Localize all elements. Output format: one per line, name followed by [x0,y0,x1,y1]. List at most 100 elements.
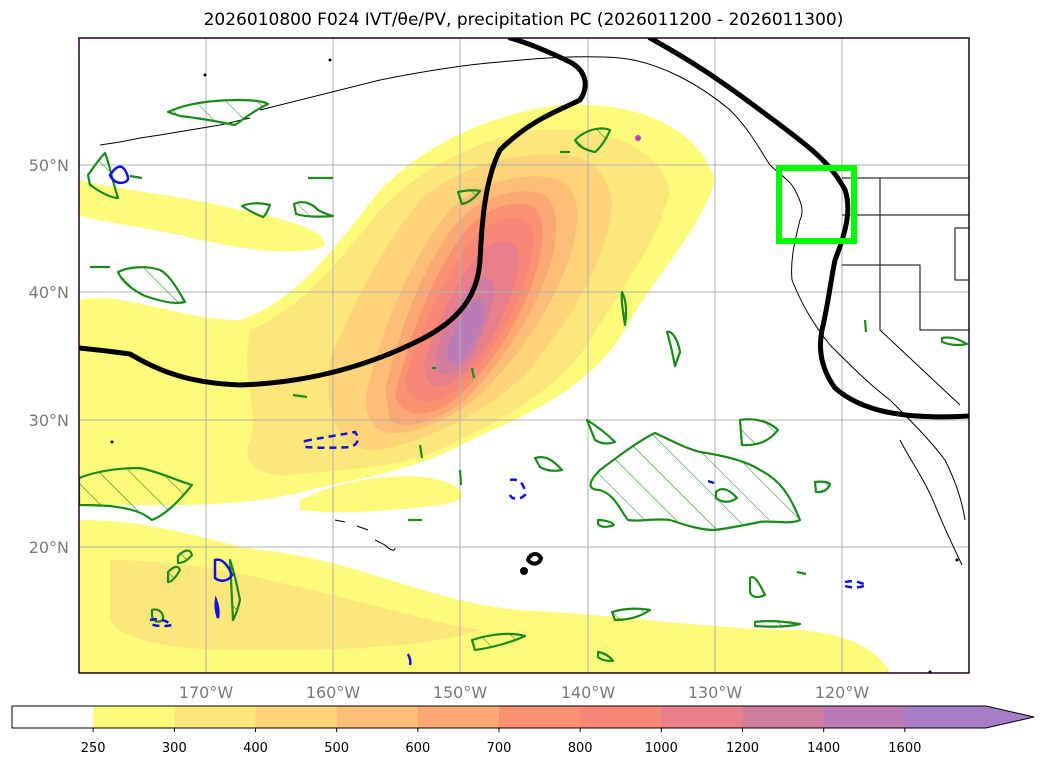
map-frame [78,37,970,674]
ivt-contour-1400 [446,299,485,363]
lon-label: 120°W [815,683,870,702]
black-contour-lines [79,38,969,566]
pv-contour-small-4 [533,456,564,472]
pv-contour-small-12 [456,189,482,206]
pv-contour-small-15 [166,565,182,584]
hawaii-islands [334,519,396,551]
pv-contour-small-2 [738,418,780,447]
gridlines [79,38,969,673]
state-border-3 [842,264,969,331]
colorbar-segment [823,706,906,728]
black-contour-dot [520,567,528,575]
pv-contour-small-3 [585,418,617,445]
pv-contour-nw-2 [116,266,187,304]
blue-contour-1 [303,430,359,449]
colorbar-segment [904,706,986,728]
colorbar-outline [11,705,1035,729]
pv-contour-small-11 [292,201,335,218]
figure-title: 2026010800 F024 IVT/θe/PV, precipitation… [203,10,844,30]
pv-contour-small-6 [470,632,527,652]
nevada-border [879,268,961,406]
colorbar-segment [174,706,256,728]
alaska-coast [259,56,771,166]
colorbar-tick-label: 600 [405,741,430,756]
ivt-contour-250-upper [79,180,325,252]
lat-label: 50°N [29,156,69,175]
latitude-labels: 50°N 40°N 30°N 20°N [29,156,69,557]
blue-contour-8 [406,653,412,666]
ivt-peak-spot [635,135,641,141]
pv-contour-small-8 [748,576,767,599]
pv-contour-small-9 [940,336,969,347]
colorbar-tick-label: 250 [81,741,106,756]
pv-contour-small-18 [753,620,802,628]
colorbar-segment [93,706,175,728]
colorbar-tick-label: 1000 [645,741,678,756]
colorbar-tick-label: 500 [324,741,349,756]
lon-label: 170°W [179,683,234,702]
blue-contour-6 [149,617,175,628]
pv-contour-small-21 [620,290,628,327]
pv-contour-small-19 [813,480,832,494]
pv-contour-small-22 [596,518,616,528]
ivt-contour-300-south [110,560,480,650]
blue-contours [108,165,869,666]
colorbar-tick-label: 700 [487,741,512,756]
pv-contour-small-16 [176,549,194,565]
lon-label: 150°W [433,683,488,702]
pv-contour-small-1 [573,127,612,154]
colorbar-tick-label: 300 [162,741,187,756]
lon-label: 140°W [561,683,616,702]
blue-contour-5 [214,595,220,619]
blue-contour-3 [108,165,130,185]
pv-contour-small-10 [240,202,272,219]
colorbar-ticks: 250 300 400 500 600 700 800 1000 1200 1400 1600 [81,728,921,756]
lat-label: 40°N [29,283,69,302]
state-border-4 [954,227,969,281]
colorbar-segment [580,706,662,728]
region-highlight-box [776,165,857,244]
pv-contour-east-large [589,431,802,532]
colorbar-tick-label: 800 [568,741,593,756]
blue-contour-2 [508,478,527,500]
lat-label: 20°N [29,538,69,557]
aleutian-islands [99,117,251,146]
small-islands [110,58,959,673]
lon-label: 130°W [688,683,743,702]
pv-contour-nw-1 [166,98,270,127]
pv-green-contours [79,98,969,663]
coastlines [99,56,969,566]
pv-contour-small-7 [610,607,652,622]
lat-label: 30°N [29,411,69,430]
blue-contour-9 [707,479,715,485]
colorbar-segment [255,706,338,728]
blue-contour-4 [213,558,234,582]
colorbar-extend-arrow [986,706,1034,728]
pv-contour-west [79,466,194,522]
colorbar-tick-label: 1200 [726,741,759,756]
pv-contour-small-20 [596,650,615,663]
pv-contour-small-5 [714,488,739,503]
ivt-contour-250-mid [300,476,463,513]
black-contour-main [79,38,588,388]
blue-contour-7 [844,579,869,589]
colorbar-segment [661,706,743,728]
colorbar-segment [336,706,419,728]
colorbar-segment [417,706,500,728]
colorbar-segment [742,706,825,728]
colorbar-tick-label: 1400 [807,741,840,756]
us-west-coast [791,219,966,521]
baja-coast [899,439,963,566]
black-contour-blob [526,552,543,566]
lon-label: 160°W [306,683,361,702]
colorbar-segments [12,706,986,728]
ivt-filled-contours [79,104,890,673]
colorbar: 250 300 400 500 600 700 800 1000 1200 1400 1600 [11,705,1035,756]
pv-contour-small-13 [665,330,682,368]
longitude-labels: 170°W 160°W 150°W 140°W 130°W 120°W [179,683,870,702]
pv-green-thin-lines [90,150,868,576]
colorbar-segment [499,706,581,728]
colorbar-tick-label: 1600 [888,741,921,756]
colorbar-tick-label: 400 [243,741,268,756]
